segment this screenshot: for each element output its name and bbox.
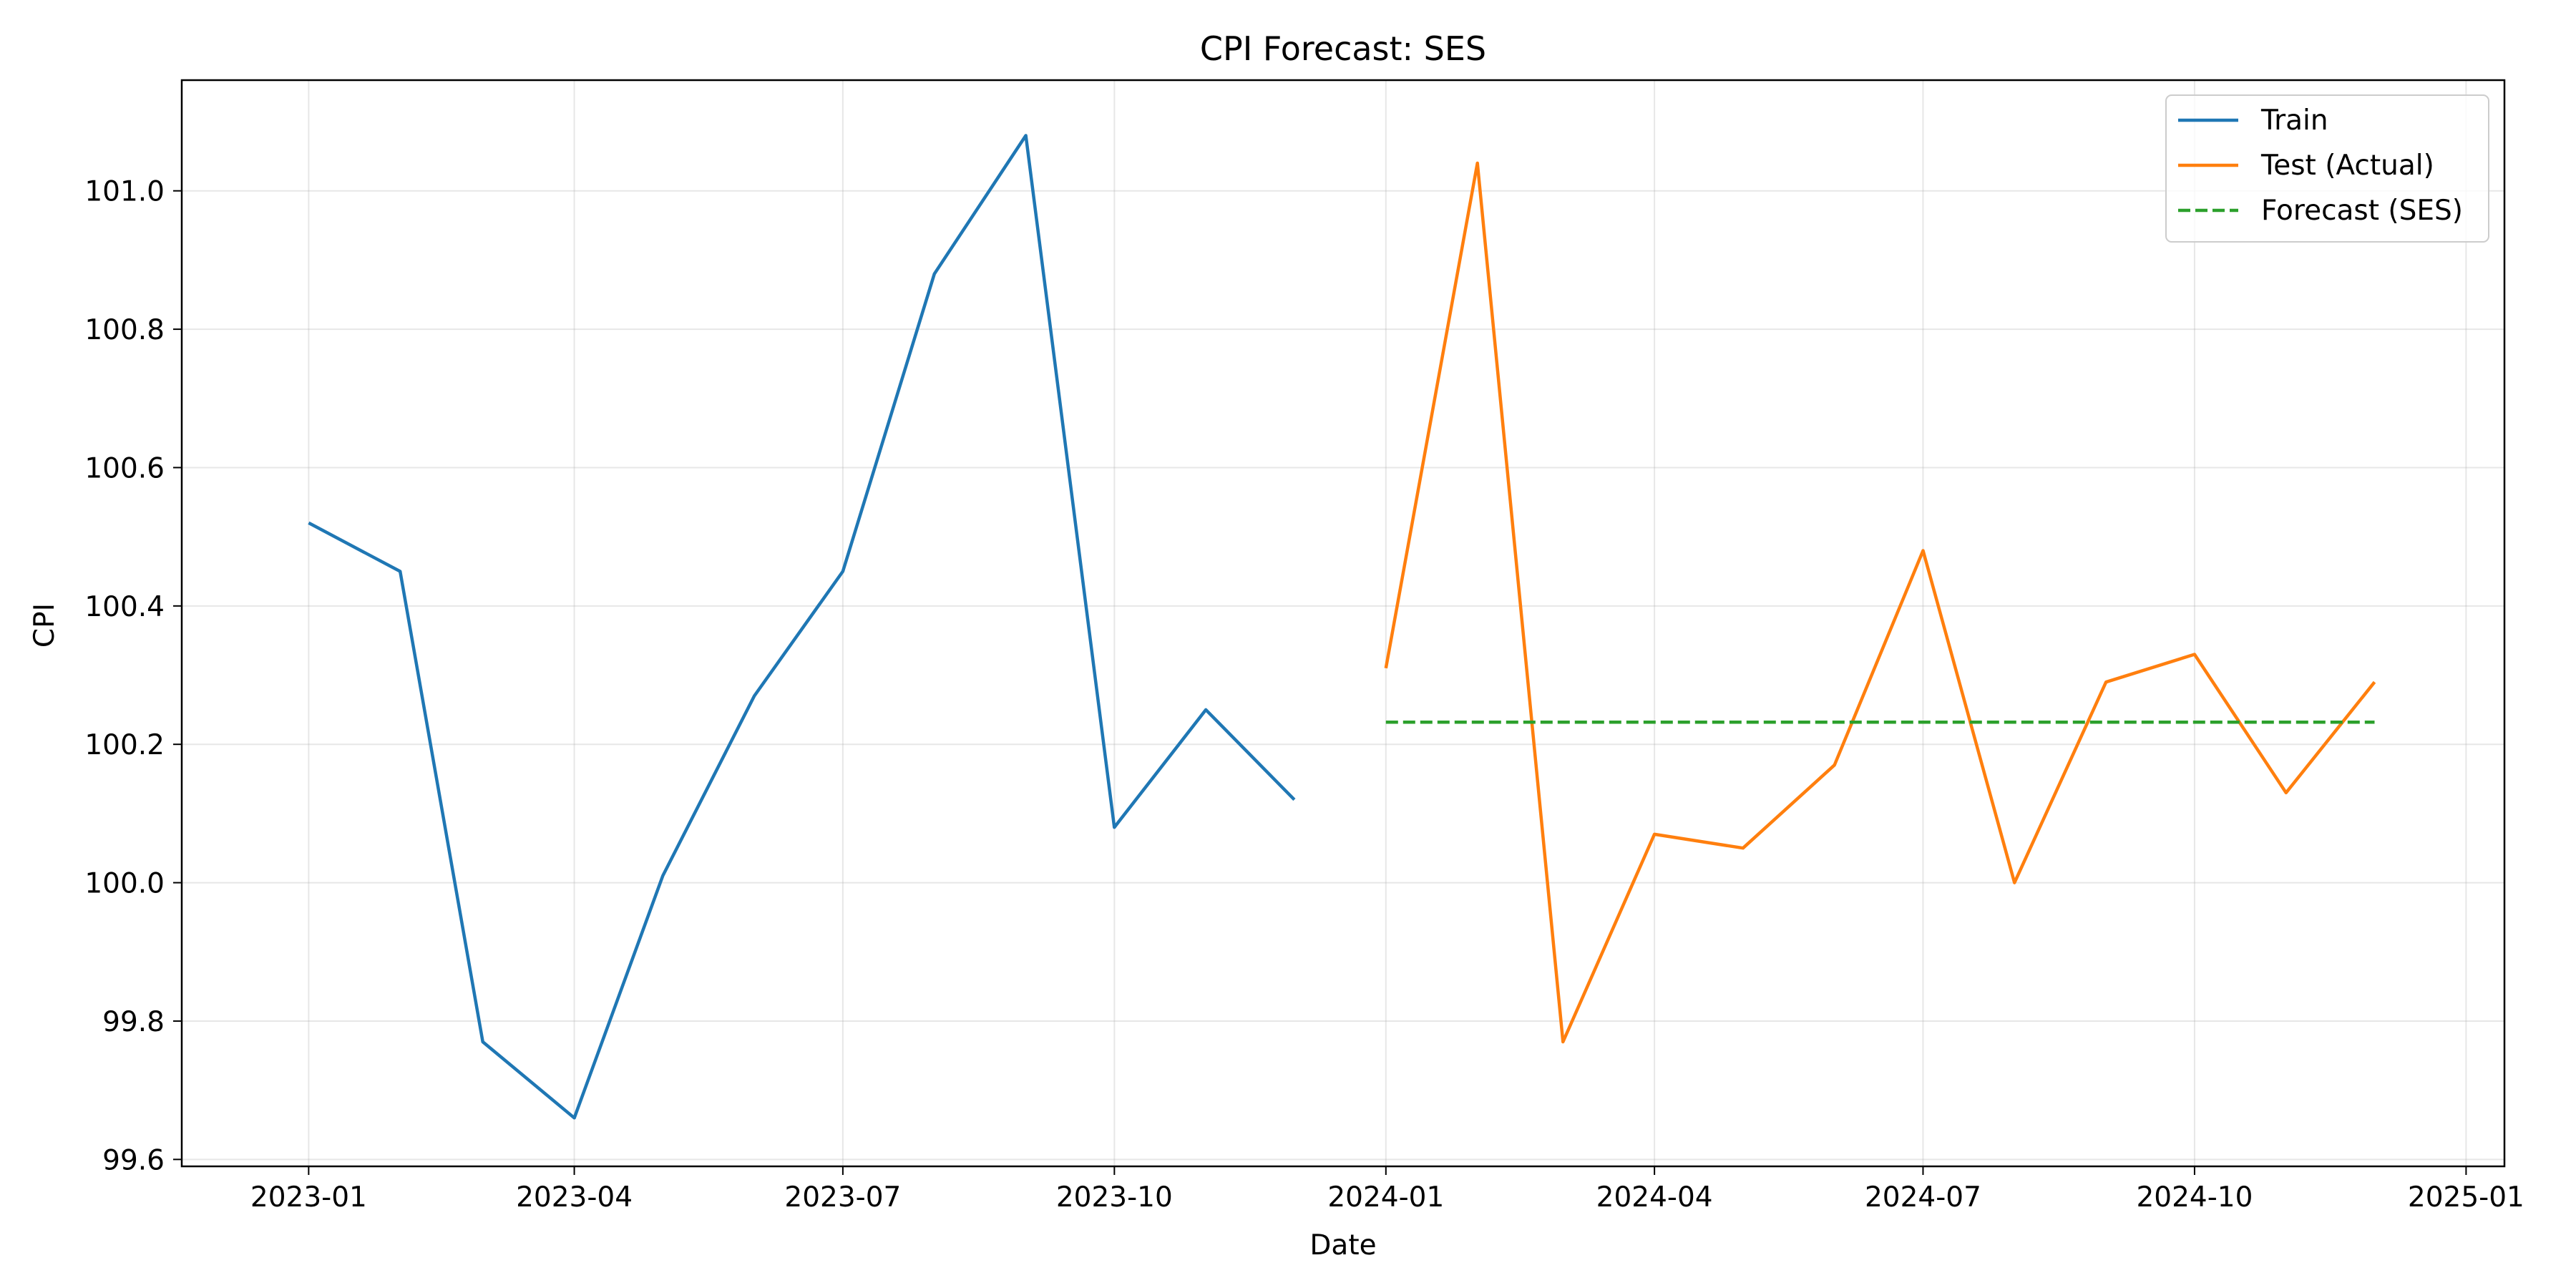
y-axis: 99.6 99.8 100.0 100.2 100.4 100.6 100.8 101.0	[84, 176, 182, 1176]
legend-label: Test (Actual)	[2260, 150, 2434, 182]
x-tick-label: 2023-10	[1056, 1181, 1173, 1214]
y-tick-label: 99.8	[102, 1006, 165, 1038]
y-tick-label: 100.0	[84, 868, 165, 900]
series-line-train	[308, 134, 1296, 1120]
x-tick-label: 2023-04	[516, 1181, 633, 1214]
x-tick-label: 2024-04	[1596, 1181, 1713, 1214]
legend-box	[2165, 94, 2489, 243]
x-tick-label: 2023-01	[250, 1181, 367, 1214]
y-axis-label: CPI	[29, 603, 61, 648]
y-tick-label: 100.2	[84, 729, 165, 761]
plot-frame	[180, 79, 2506, 1168]
y-tick-label: 100.8	[84, 314, 165, 346]
x-tick-label: 2025-01	[2408, 1181, 2524, 1214]
y-tick-label: 100.4	[84, 591, 165, 623]
legend: Train Test (Actual) Forecast (SES)	[2165, 94, 2489, 243]
y-tick-label: 99.6	[102, 1144, 165, 1176]
series-line-test-actual	[1384, 161, 2376, 1044]
x-axis-label: Date	[1309, 1229, 1376, 1262]
chart-title: CPI Forecast: SES	[1200, 29, 1486, 68]
legend-label: Forecast (SES)	[2261, 195, 2463, 227]
x-tick-label: 2023-07	[784, 1181, 901, 1214]
x-tick-label: 2024-10	[2136, 1181, 2253, 1214]
y-tick-label: 101.0	[84, 176, 165, 208]
x-tick-label: 2024-07	[1865, 1181, 1981, 1214]
grid-lines	[182, 80, 2504, 1166]
x-axis: 2023-01 2023-04 2023-07 2023-10 2024-01 2024-…	[250, 1166, 2524, 1214]
series-layer	[308, 134, 2376, 1120]
x-tick-label: 2024-01	[1327, 1181, 1444, 1214]
y-tick-label: 100.6	[84, 452, 165, 484]
legend-label: Train	[2260, 104, 2328, 137]
